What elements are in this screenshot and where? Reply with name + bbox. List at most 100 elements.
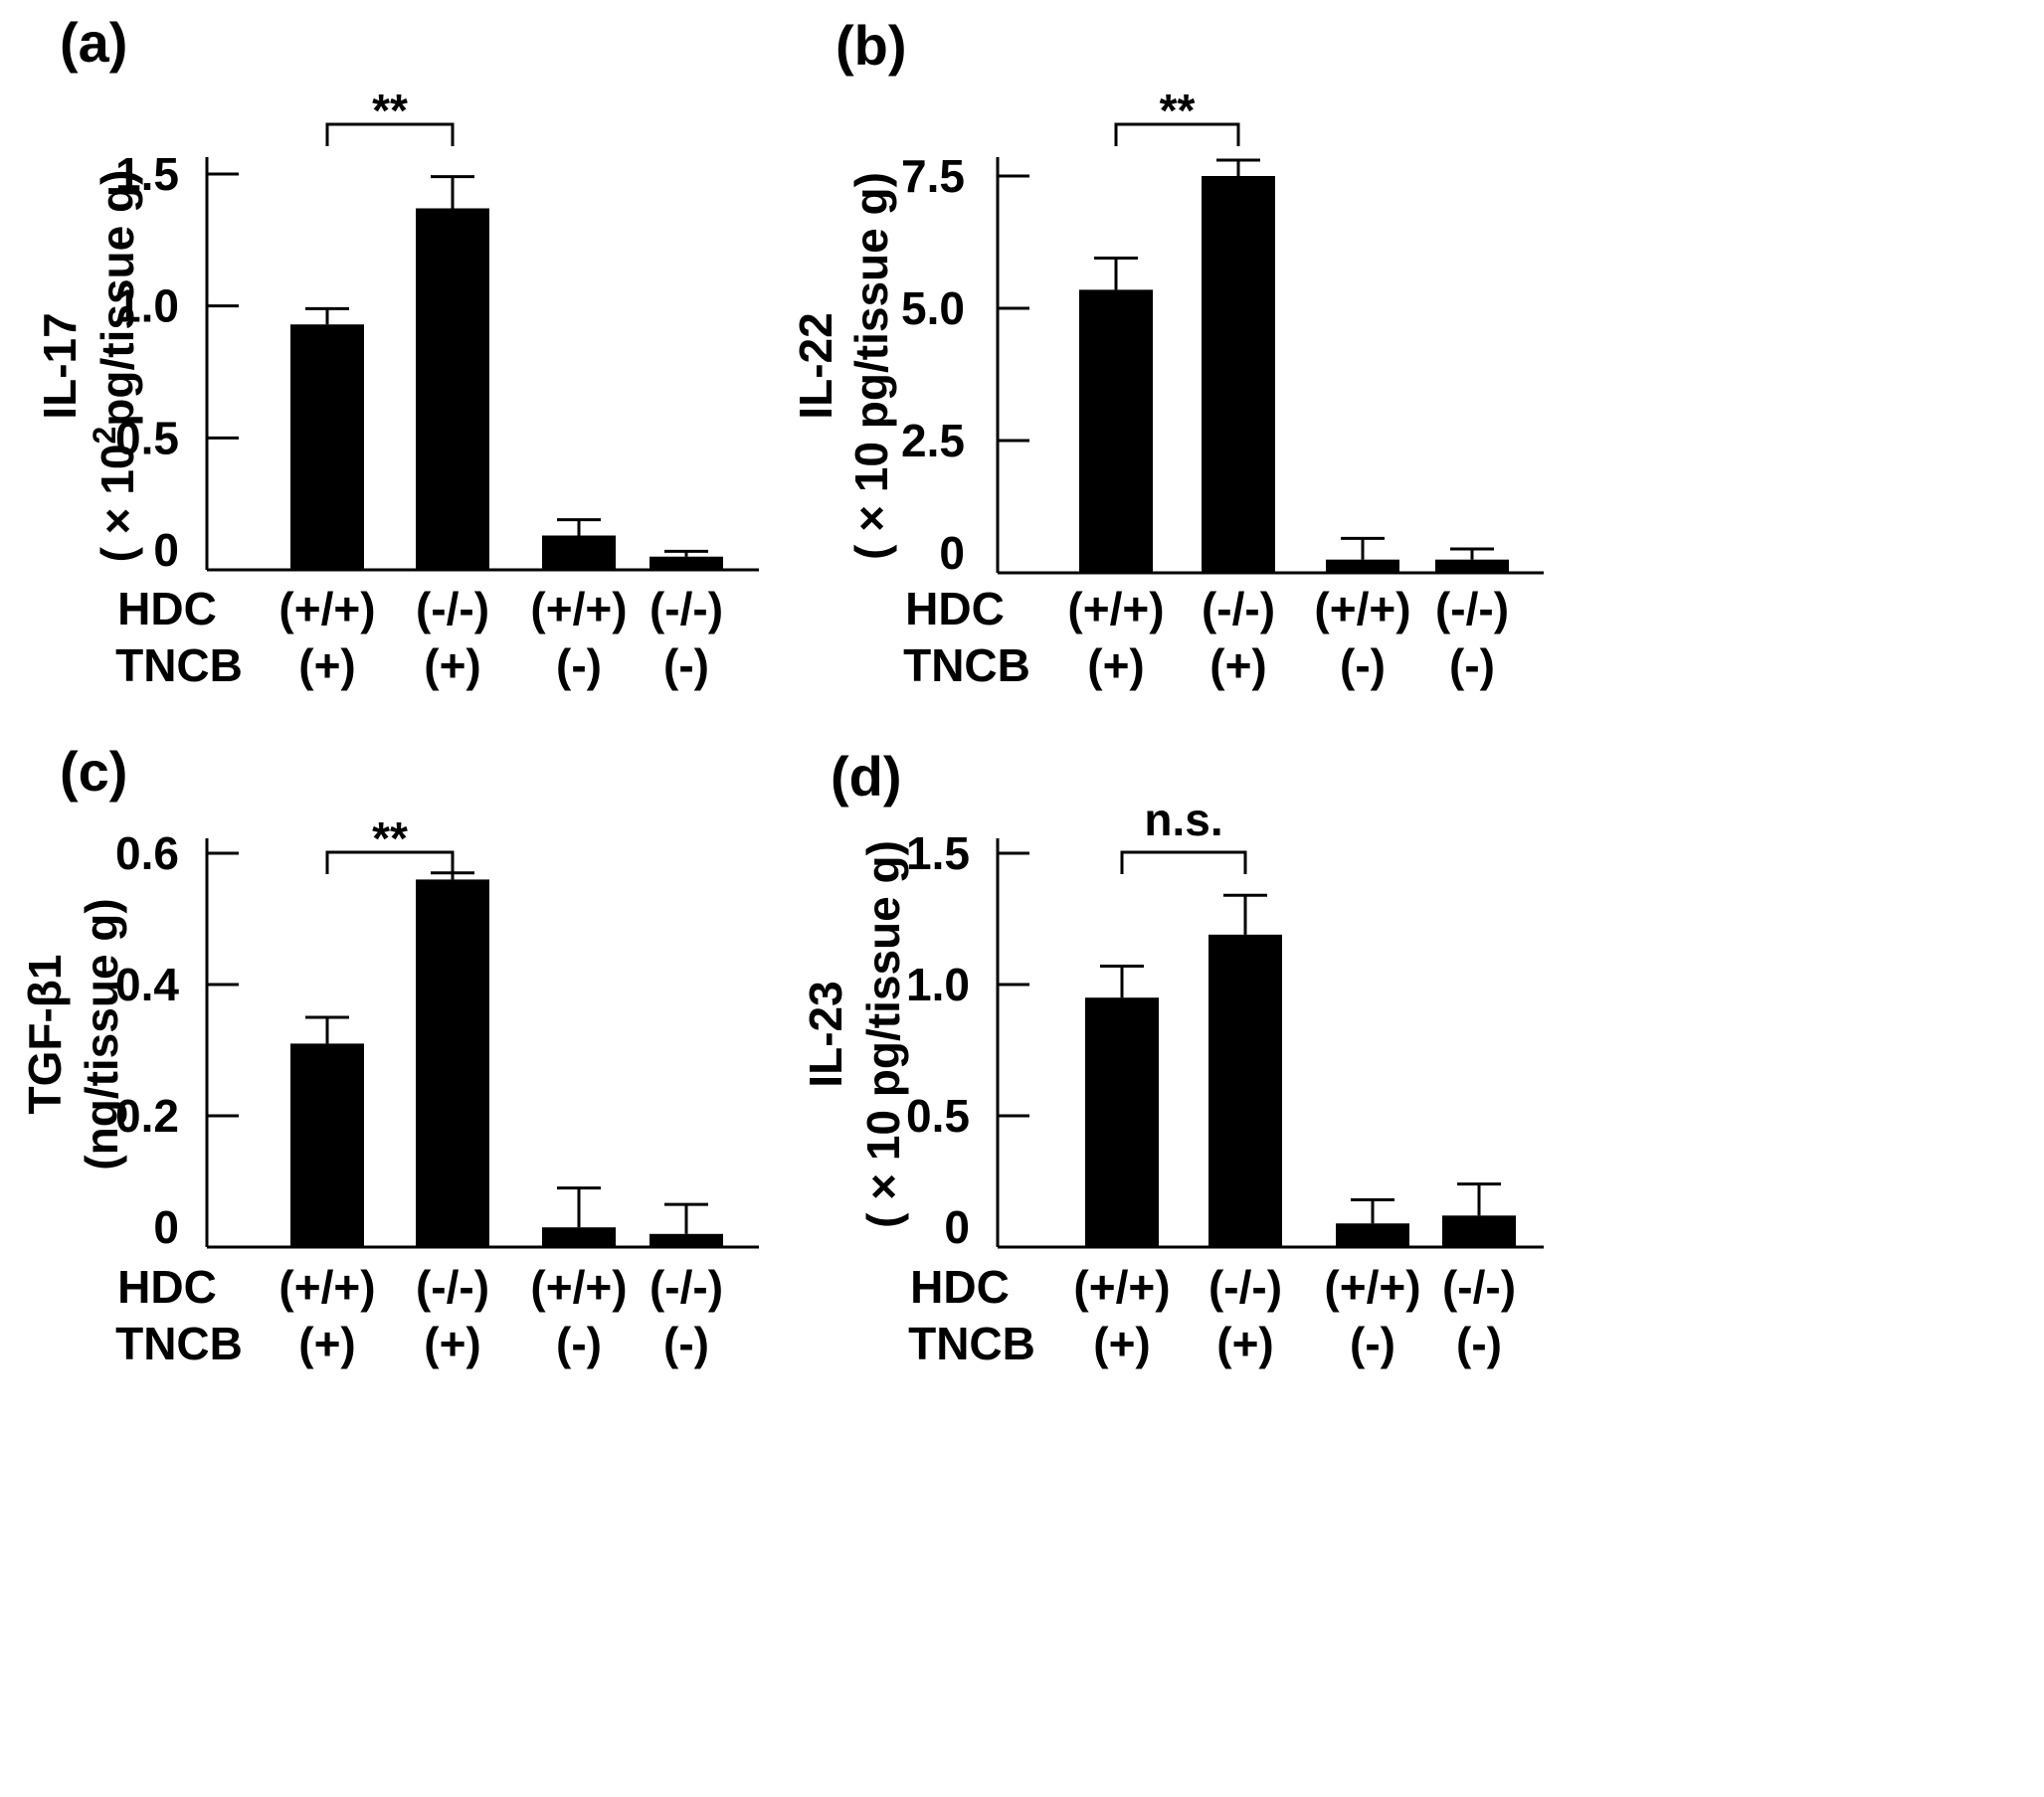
row-label-tncb: TNCB xyxy=(115,1318,243,1369)
significance-label: ** xyxy=(372,812,408,864)
y-tick-label: 1.5 xyxy=(906,827,970,879)
panel-label: (a) xyxy=(60,11,127,74)
bar xyxy=(290,324,364,570)
bar xyxy=(1336,1223,1409,1247)
y-axis-label-unit: (ng/tissue g) xyxy=(76,898,127,1169)
hdc-label: (-/-) xyxy=(1442,1261,1516,1313)
y-tick-label: 0.5 xyxy=(115,412,179,463)
row-label-hdc: HDC xyxy=(905,583,1005,634)
bar xyxy=(1435,559,1509,573)
tncb-label: (+) xyxy=(1216,1318,1274,1369)
bar xyxy=(290,1043,364,1247)
bar xyxy=(1085,997,1159,1247)
bar xyxy=(542,535,616,570)
bar xyxy=(416,208,489,570)
y-axis-label-unit: ( × 10 pg/tissue g) xyxy=(845,172,897,560)
bar xyxy=(1079,289,1153,573)
bar xyxy=(1326,559,1399,573)
hdc-label: (-/-) xyxy=(1208,1261,1282,1313)
significance-bracket xyxy=(325,122,455,146)
chart-panel-d: (d) 0 0.5 1.0 1.5 IL-23( × 10 pg/tissue g) (+/… xyxy=(800,745,1544,1369)
hdc-label: (+/+) xyxy=(279,1261,375,1313)
chart-panel-a: (a) 0 0.5 1.0 1.5 IL-17( × 102pg/tissue g) (+/… xyxy=(34,11,759,691)
row-label-hdc: HDC xyxy=(117,583,217,634)
hdc-label: (-/-) xyxy=(650,1261,723,1313)
row-label-hdc: HDC xyxy=(910,1261,1010,1313)
y-unit-part: ( × 10 xyxy=(92,445,143,563)
significance-bracket xyxy=(1114,122,1240,146)
tncb-label: (-) xyxy=(663,1318,709,1369)
y-unit-part: pg/tissue g) xyxy=(92,170,143,427)
y-tick-label: 0 xyxy=(153,524,179,576)
tncb-label: (+) xyxy=(424,1318,481,1369)
bar xyxy=(416,879,489,1247)
panel-label: (b) xyxy=(836,14,907,77)
significance-bracket xyxy=(325,850,455,874)
significance-bracket xyxy=(1120,850,1247,874)
tncb-label: (-) xyxy=(663,639,709,691)
tncb-label: (+) xyxy=(1209,639,1267,691)
hdc-label: (-/-) xyxy=(416,583,489,634)
bar xyxy=(650,1233,723,1247)
row-label-tncb: TNCB xyxy=(115,639,243,691)
y-unit-part: ( × 10 pg/tissue g) xyxy=(857,840,909,1228)
tncb-label: (+) xyxy=(1087,639,1145,691)
hdc-label: (-/-) xyxy=(1435,583,1509,634)
row-label-tncb: TNCB xyxy=(908,1318,1035,1369)
tncb-label: (-) xyxy=(556,1318,602,1369)
y-unit-part: (ng/tissue g) xyxy=(76,898,127,1169)
hdc-label: (+/+) xyxy=(1067,583,1164,634)
tncb-label: (-) xyxy=(1456,1318,1502,1369)
y-tick-label: 0.4 xyxy=(115,959,179,1010)
panel-label: (c) xyxy=(60,740,127,803)
y-tick-label: 1.5 xyxy=(115,148,179,200)
significance-label: ** xyxy=(1160,85,1196,136)
hdc-label: (+/+) xyxy=(530,1261,627,1313)
bar xyxy=(1202,176,1275,573)
y-axis-label-unit: ( × 10 pg/tissue g) xyxy=(857,840,909,1228)
tncb-label: (-) xyxy=(1350,1318,1395,1369)
bar xyxy=(1208,934,1282,1247)
y-unit-superscript: 2 xyxy=(87,427,122,445)
significance-label: ** xyxy=(372,85,408,136)
hdc-label: (+/+) xyxy=(530,583,627,634)
significance-label: n.s. xyxy=(1144,794,1222,845)
y-axis-label-unit: ( × 102pg/tissue g) xyxy=(87,170,143,563)
y-tick-label: 1.0 xyxy=(906,959,970,1010)
y-tick-label: 5.0 xyxy=(901,282,965,334)
hdc-label: (-/-) xyxy=(650,583,723,634)
y-tick-label: 0 xyxy=(944,1201,970,1253)
bar xyxy=(1442,1215,1516,1247)
y-tick-label: 7.5 xyxy=(901,150,965,202)
hdc-label: (-/-) xyxy=(1202,583,1275,634)
hdc-label: (+/+) xyxy=(1314,583,1410,634)
tncb-label: (+) xyxy=(298,1318,356,1369)
hdc-label: (-/-) xyxy=(416,1261,489,1313)
y-tick-label: 1.0 xyxy=(115,280,179,332)
panel-label: (d) xyxy=(831,745,902,808)
y-tick-label: 2.5 xyxy=(901,415,965,466)
tncb-label: (+) xyxy=(1093,1318,1151,1369)
hdc-label: (+/+) xyxy=(279,583,375,634)
y-tick-label: 0.2 xyxy=(115,1090,179,1142)
bar xyxy=(542,1227,616,1247)
row-label-tncb: TNCB xyxy=(903,639,1030,691)
tncb-label: (-) xyxy=(1449,639,1495,691)
y-tick-label: 0.6 xyxy=(115,827,179,879)
y-axis-label-main: TGF-β1 xyxy=(19,955,71,1115)
y-tick-label: 0 xyxy=(153,1201,179,1253)
y-tick-label: 0 xyxy=(939,527,965,579)
y-axis-label-main: IL-22 xyxy=(790,312,841,419)
y-axis-label-main: IL-17 xyxy=(34,312,86,419)
hdc-label: (+/+) xyxy=(1324,1261,1420,1313)
bar xyxy=(650,556,723,570)
y-unit-part: ( × 10 pg/tissue g) xyxy=(845,172,897,560)
hdc-label: (+/+) xyxy=(1073,1261,1170,1313)
tncb-label: (-) xyxy=(1340,639,1386,691)
chart-panel-b: (b) 0 2.5 5.0 7.5 IL-22( × 10 pg/tissue g) (+/… xyxy=(790,14,1544,691)
row-label-hdc: HDC xyxy=(117,1261,217,1313)
y-tick-label: 0.5 xyxy=(906,1090,970,1142)
y-axis-label-main: IL-23 xyxy=(800,981,851,1087)
